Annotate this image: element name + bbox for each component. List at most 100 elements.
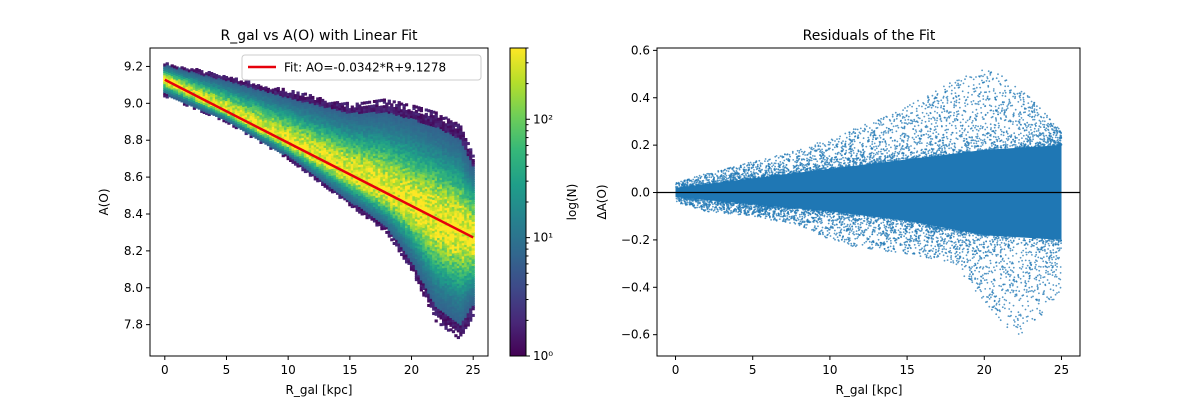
density-bin (424, 287, 428, 291)
density-bin (229, 94, 234, 98)
density-bin (397, 149, 401, 153)
density-bin (414, 260, 419, 264)
density-bin (395, 188, 399, 192)
density-bin (441, 223, 446, 227)
density-bin (397, 225, 401, 229)
density-bin (345, 143, 349, 147)
density-bin (446, 310, 451, 314)
density-bin (390, 129, 394, 133)
density-bin (348, 150, 352, 154)
density-bin (387, 221, 391, 225)
density-bin (385, 157, 389, 161)
density-bin (446, 284, 451, 288)
density-bin (414, 269, 419, 273)
density-bin (286, 137, 290, 141)
density-bin (392, 228, 396, 232)
density-bin (382, 222, 386, 226)
density-bin (358, 164, 362, 168)
density-bin (353, 147, 357, 151)
density-bin (429, 247, 433, 251)
density-bin (360, 203, 364, 207)
density-bin (212, 106, 216, 110)
density-bin (360, 181, 364, 185)
density-bin (234, 86, 238, 90)
density-bin (446, 229, 451, 233)
density-bin (382, 118, 386, 122)
density-bin (348, 145, 352, 149)
density-bin (437, 164, 441, 168)
density-bin (202, 99, 206, 103)
density-bin (387, 177, 391, 181)
density-bin (427, 206, 431, 210)
density-bin (330, 137, 335, 141)
density-bin (338, 136, 342, 140)
density-bin (407, 133, 411, 137)
density-bin (348, 110, 352, 114)
density-bin (444, 233, 448, 237)
density-bin (313, 128, 317, 132)
density-bin (392, 146, 396, 150)
density-bin (348, 143, 352, 147)
density-bin (333, 116, 337, 120)
density-bin (229, 114, 234, 118)
density-bin (451, 188, 456, 192)
density-bin (446, 279, 451, 283)
density-bin (407, 122, 411, 126)
density-bin (289, 116, 293, 120)
density-bin (414, 151, 419, 155)
density-bin (441, 187, 446, 191)
density-bin (340, 166, 345, 170)
density-bin (350, 140, 354, 144)
density-bin (207, 108, 211, 112)
density-bin (441, 294, 446, 298)
density-bin (427, 244, 431, 248)
density-bin (422, 216, 426, 220)
density-bin (402, 130, 406, 134)
density-bin (296, 131, 300, 135)
density-bin (427, 250, 431, 254)
density-bin (367, 202, 372, 206)
density-bin (232, 93, 236, 97)
density-bin (266, 127, 271, 131)
density-bin (219, 89, 224, 93)
density-bin (219, 100, 224, 104)
density-bin (254, 102, 258, 106)
density-bin (402, 121, 406, 125)
density-bin (387, 161, 391, 165)
density-bin (434, 153, 438, 157)
density-bin (402, 152, 406, 156)
density-bin (182, 82, 187, 86)
density-bin (210, 98, 214, 102)
density-bin (367, 191, 372, 195)
density-bin (367, 147, 372, 151)
density-bin (404, 182, 409, 186)
density-bin (306, 163, 310, 167)
density-bin (446, 151, 451, 155)
density-bin (404, 143, 409, 147)
density-bin (242, 88, 246, 92)
density-bin (237, 118, 241, 122)
density-bin (286, 99, 290, 103)
density-bin (187, 100, 192, 104)
density-bin (237, 92, 241, 96)
density-bin (400, 224, 404, 228)
density-bin (335, 116, 340, 120)
density-bin (266, 92, 271, 96)
density-bin (323, 109, 327, 113)
density-bin (182, 102, 187, 106)
density-bin (400, 193, 404, 197)
density-bin (281, 92, 285, 96)
density-bin (330, 112, 335, 116)
density-bin (259, 123, 263, 127)
density-bin (404, 258, 409, 262)
density-bin (343, 155, 347, 159)
density-bin (298, 159, 303, 163)
density-bin (432, 258, 436, 262)
density-bin (358, 175, 362, 179)
density-bin (441, 285, 446, 289)
density-bin (298, 124, 303, 128)
density-bin (168, 69, 172, 73)
density-bin (350, 178, 354, 182)
density-bin (432, 239, 436, 243)
density-bin (358, 139, 362, 143)
